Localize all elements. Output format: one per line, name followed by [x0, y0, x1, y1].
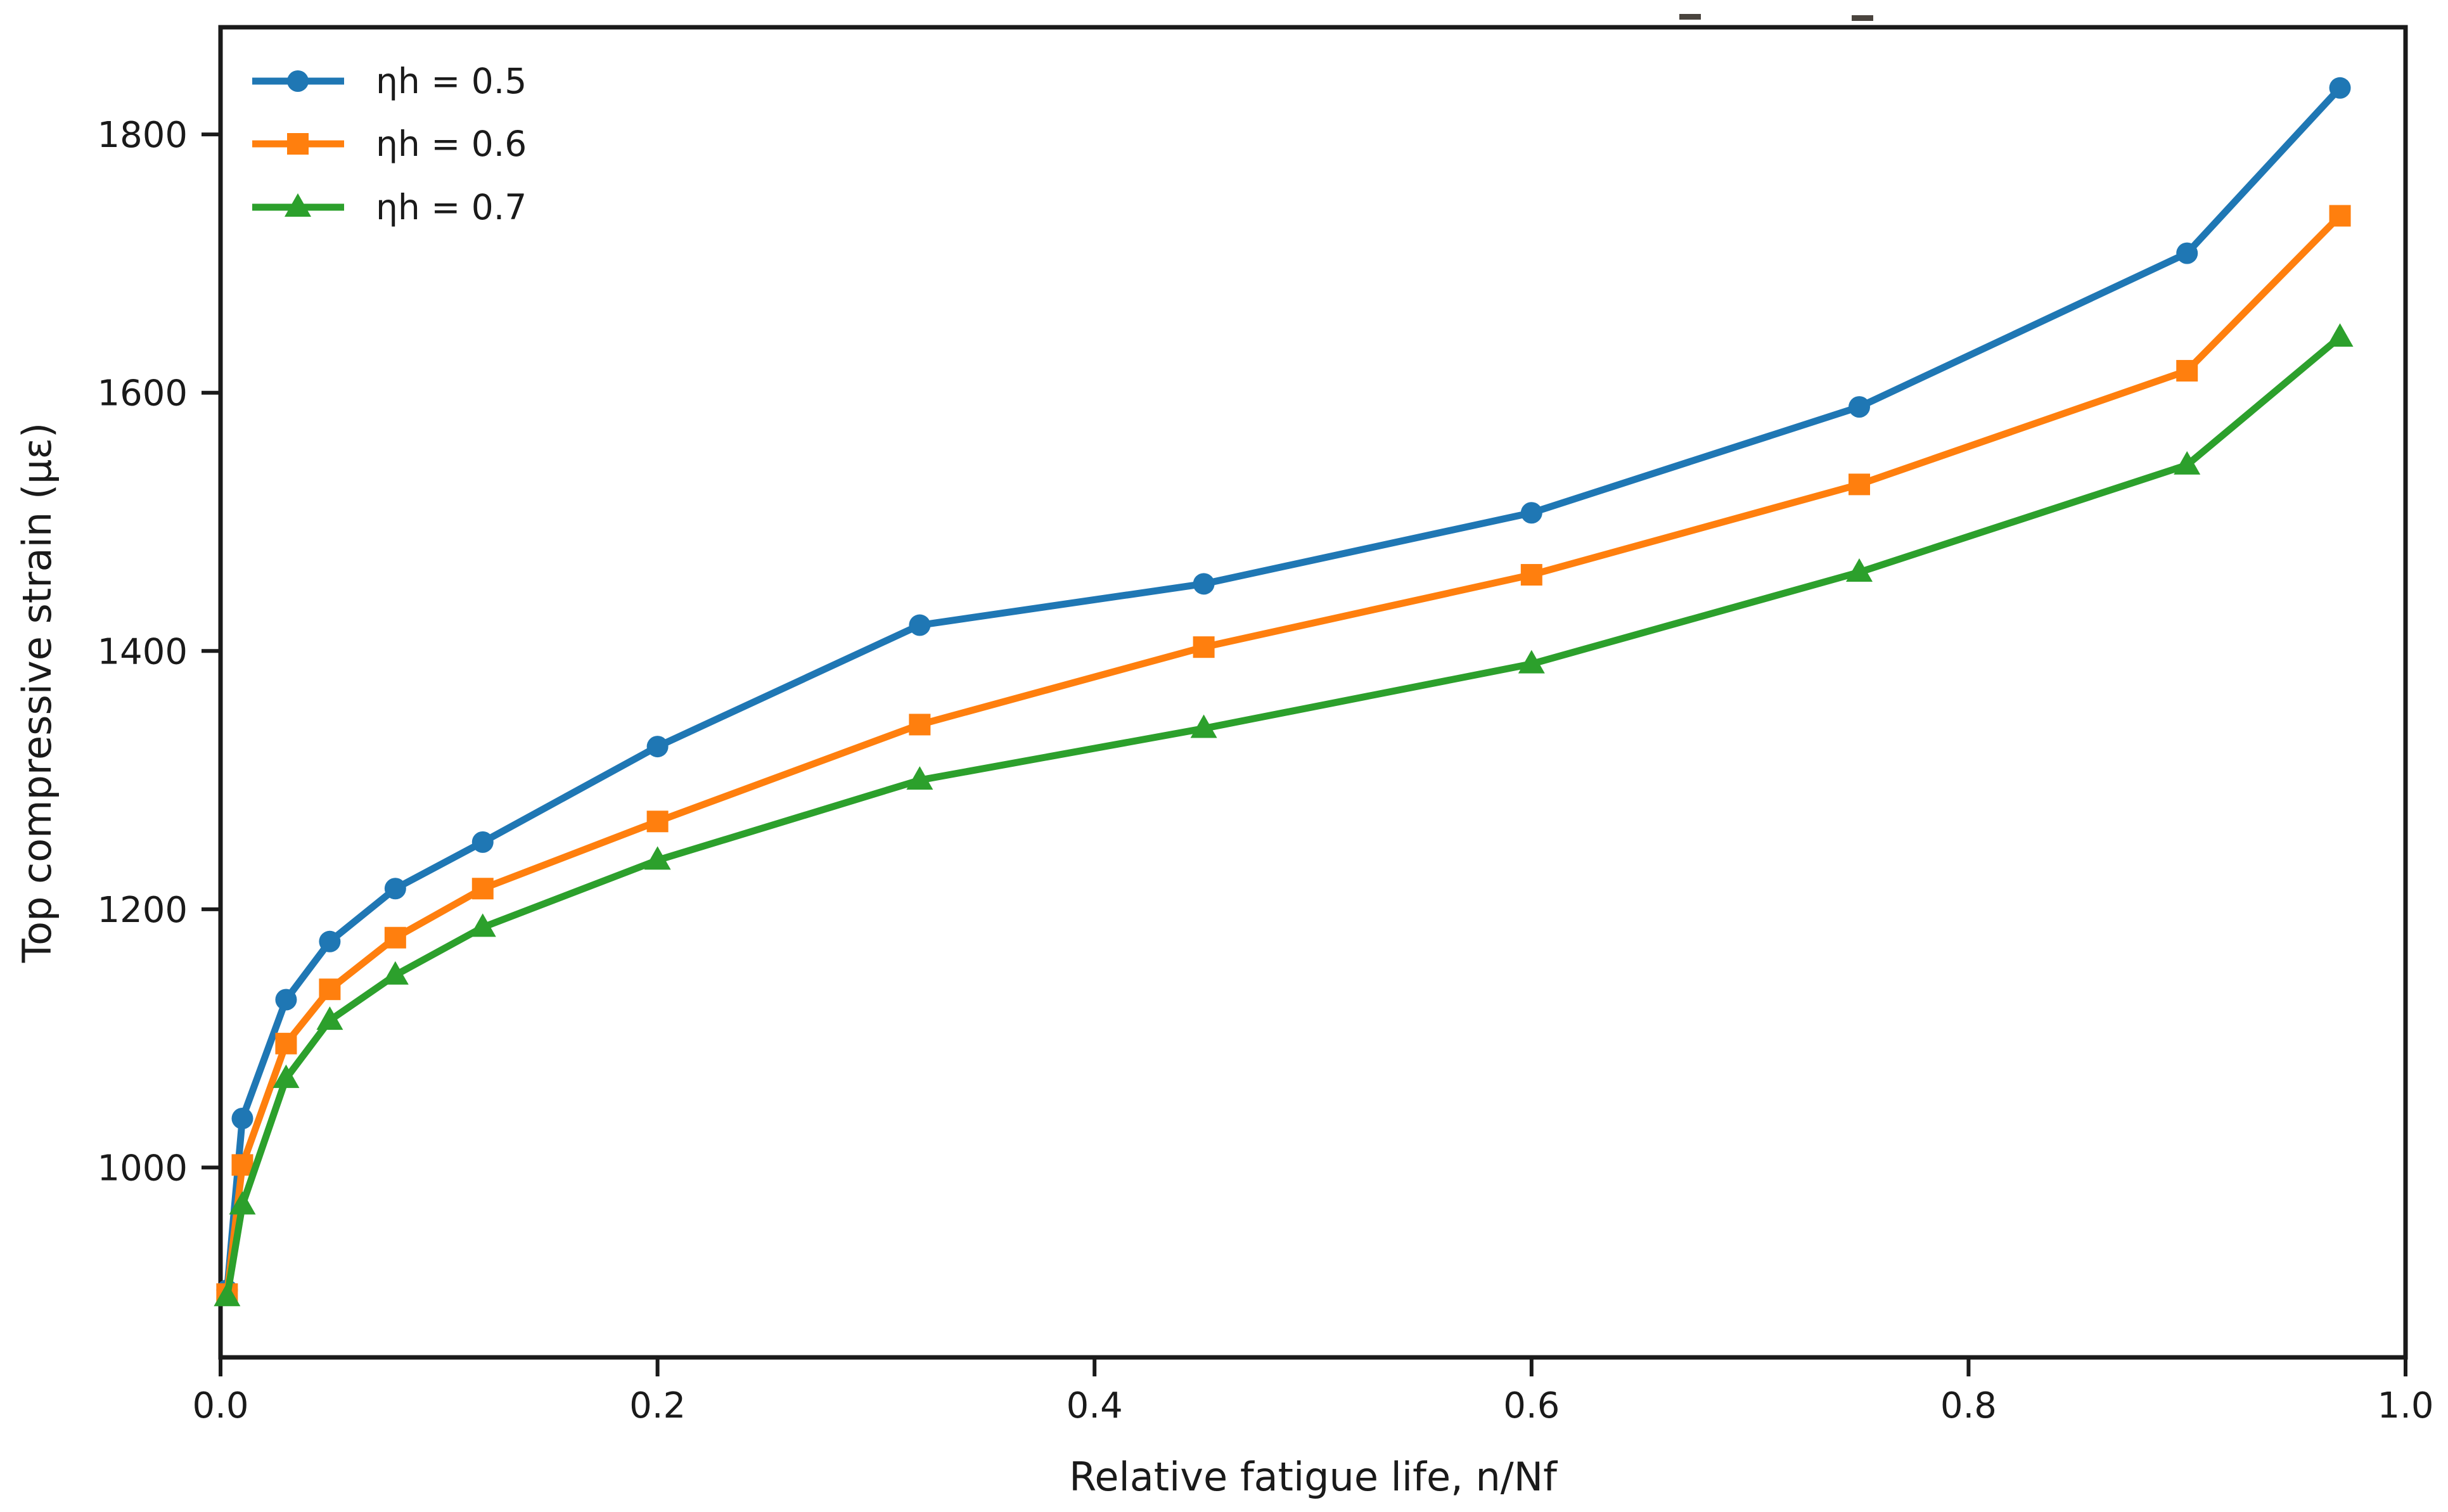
- legend-label: ηh = 0.7: [376, 187, 527, 227]
- triangle-marker: [316, 1006, 343, 1030]
- square-marker: [2329, 205, 2351, 227]
- x-tick-label: 0.8: [1940, 1385, 1997, 1426]
- y-axis-label: Top compressive strain (με): [14, 423, 60, 963]
- axis-ticks: 0.0 0.2 0.4 0.6 0.8 1.0 1000 1200 1400 1600 1800: [97, 115, 2433, 1426]
- x-tick-label: 0.2: [629, 1385, 686, 1426]
- square-marker: [646, 810, 669, 833]
- triangle-marker: [2326, 323, 2354, 347]
- square-marker: [287, 133, 309, 155]
- x-axis-label: Relative fatigue life, n/Nf: [1069, 1454, 1558, 1500]
- circle-marker: [2176, 242, 2198, 264]
- triangle-marker: [1518, 650, 1545, 674]
- circle-marker: [287, 70, 309, 92]
- triangle-marker: [285, 193, 311, 217]
- square-marker: [909, 714, 931, 736]
- legend: ηh = 0.5 ηh = 0.6 ηh = 0.7: [252, 61, 527, 227]
- square-marker: [384, 926, 406, 949]
- legend-label: ηh = 0.6: [376, 124, 527, 164]
- circle-marker: [646, 736, 669, 758]
- y-tick-label: 1800: [97, 115, 188, 156]
- x-tick-label: 0.0: [192, 1385, 248, 1426]
- circle-marker: [1193, 573, 1215, 595]
- y-tick-label: 1600: [97, 373, 188, 414]
- series-line: [223, 84, 2344, 1294]
- plot-border: [218, 25, 2408, 1360]
- square-marker: [231, 1154, 253, 1176]
- triangle-marker: [906, 766, 933, 790]
- y-tick-label: 1200: [97, 890, 188, 931]
- triangle-marker: [1190, 714, 1217, 738]
- triangle-marker: [381, 961, 409, 985]
- triangle-marker: [272, 1064, 300, 1088]
- square-marker: [319, 978, 341, 1001]
- square-marker: [275, 1032, 297, 1054]
- series-ηh=0.7: [214, 323, 2354, 1307]
- x-tick-label: 0.6: [1503, 1385, 1560, 1426]
- cropped-text-artifacts: [1679, 14, 1873, 21]
- square-marker: [471, 878, 494, 900]
- x-tick-label: 1.0: [2377, 1385, 2433, 1426]
- circle-marker: [319, 930, 341, 952]
- triangle-marker: [2174, 451, 2201, 475]
- legend-entry: ηh = 0.5: [252, 61, 527, 101]
- circle-marker: [2329, 77, 2351, 99]
- triangle-marker: [229, 1191, 256, 1215]
- series-ηh=0.5: [216, 77, 2351, 1302]
- x-tick-label: 0.4: [1067, 1385, 1123, 1426]
- y-tick-label: 1000: [97, 1148, 188, 1189]
- legend-entry: ηh = 0.6: [252, 124, 527, 164]
- square-marker: [2176, 360, 2198, 382]
- triangle-marker: [214, 1283, 241, 1307]
- triangle-marker: [644, 846, 671, 870]
- series-line: [223, 212, 2344, 1298]
- plot-frame: [218, 25, 2408, 1360]
- top-edge-mark: [1852, 15, 1873, 21]
- circle-marker: [231, 1107, 253, 1129]
- triangle-marker: [1846, 558, 1873, 582]
- circle-marker: [275, 989, 297, 1011]
- series-ηh=0.6: [216, 205, 2351, 1305]
- square-marker: [1520, 564, 1542, 586]
- square-marker: [1193, 636, 1215, 658]
- circle-marker: [384, 878, 406, 900]
- legend-entry: ηh = 0.7: [252, 187, 527, 227]
- top-edge-mark: [1679, 14, 1701, 20]
- data-series: [214, 77, 2354, 1307]
- circle-marker: [909, 614, 931, 636]
- circle-marker: [471, 831, 494, 853]
- triangle-marker: [469, 913, 496, 937]
- circle-marker: [1849, 396, 1870, 418]
- legend-label: ηh = 0.5: [376, 61, 527, 101]
- series-line: [223, 333, 2344, 1300]
- circle-marker: [1520, 502, 1542, 524]
- square-marker: [1849, 473, 1870, 496]
- y-tick-label: 1400: [97, 631, 188, 672]
